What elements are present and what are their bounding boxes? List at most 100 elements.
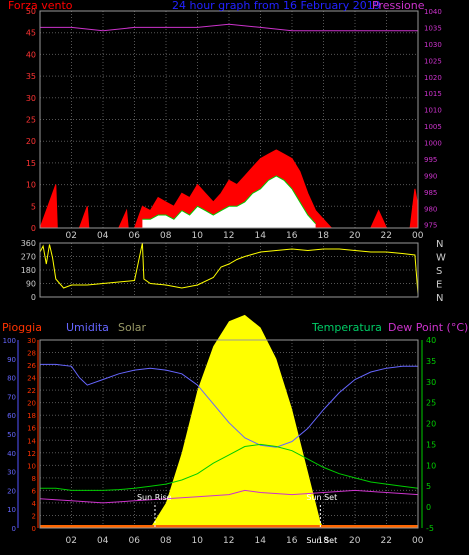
p1-right-tick-label: 990 xyxy=(424,172,437,180)
p3-umidita-tick-label: 4 xyxy=(32,500,37,508)
p1-x-tick-label: 18 xyxy=(318,231,330,241)
p3-x-tick-label: 00 xyxy=(412,536,424,546)
chart-title: 24 hour graph from 16 February 2019 xyxy=(172,0,381,12)
p3-right-tick-label: 20 xyxy=(426,420,436,429)
p3-pioggia-tick-label: 100 xyxy=(3,337,16,345)
p3-right-tick-label: 30 xyxy=(426,378,436,387)
p2-left-tick-label: 180 xyxy=(21,266,36,275)
p3-x-tick-label: 22 xyxy=(381,536,392,546)
p3-x-tick-label: 08 xyxy=(160,536,172,546)
p3-right-tick-label: 15 xyxy=(426,440,436,449)
p1-right-tick-label: 975 xyxy=(424,222,437,230)
p3-x-tick-label: 14 xyxy=(255,536,267,546)
p1-x-tick-label: 06 xyxy=(129,231,141,241)
p3-umidita-tick-label: 30 xyxy=(27,337,36,345)
p3-pioggia-tick-label: 60 xyxy=(7,412,16,420)
p3-pioggia-tick-label: 50 xyxy=(7,431,16,439)
p1-x-tick-label: 10 xyxy=(192,231,204,241)
p3-pioggia-tick-label: 20 xyxy=(7,487,16,495)
p3-pioggia-tick-label: 10 xyxy=(7,506,16,514)
p3-pioggia-tick-label: 90 xyxy=(7,356,16,364)
p3-right-tick-label: 35 xyxy=(426,357,436,366)
p1-x-tick-label: 20 xyxy=(349,231,361,241)
p1-frame xyxy=(39,10,419,229)
p3-x-tick-label: 04 xyxy=(97,536,109,546)
p3-dewpoint-line xyxy=(39,489,419,504)
p1-right-tick-label: 995 xyxy=(424,156,437,164)
p3-umidita-tick-label: 16 xyxy=(27,425,36,433)
p2-compass-label: E xyxy=(436,280,442,291)
p2-left-tick-label: 90 xyxy=(26,280,36,289)
p3-x-tick-label: 20 xyxy=(349,536,361,546)
p3-umidita-tick-label: 2 xyxy=(32,512,36,520)
dewpoint-label: Dew Point (°C) xyxy=(388,321,468,334)
p1-right-tick-label: 1010 xyxy=(424,107,442,115)
p3-umidita-tick-label: 8 xyxy=(32,475,36,483)
wind-pressure-panel: 0510152025303540455097598098599099510001… xyxy=(26,7,442,241)
p1-x-tick-label: 22 xyxy=(381,231,392,241)
p3-x-tick-label: 18 xyxy=(318,536,330,546)
p3-sunrise-label: Sun Rise xyxy=(137,493,172,502)
p1-low-wind-area xyxy=(142,175,316,228)
p3-pioggia-tick-label: 40 xyxy=(7,450,16,458)
p1-x-tick-label: 12 xyxy=(223,231,234,241)
p3-x-tick-label: 02 xyxy=(66,536,77,546)
p1-left-tick-label: 0 xyxy=(31,224,36,233)
p3-umidita-tick-label: 10 xyxy=(27,462,36,470)
p1-right-tick-label: 1005 xyxy=(424,123,442,131)
p3-pioggia-tick-label: 0 xyxy=(12,525,16,533)
p3-umidita-tick-label: 22 xyxy=(27,387,36,395)
p3-umidita-tick-label: 26 xyxy=(27,362,36,370)
p2-compass-label: S xyxy=(436,266,442,277)
chart-header: Forza vento 24 hour graph from 16 Februa… xyxy=(8,0,425,12)
p1-left-tick-label: 5 xyxy=(31,202,36,211)
p3-sunset-axis-label: Sun Set xyxy=(306,536,337,545)
p1-x-tick-label: 00 xyxy=(412,231,424,241)
p2-frame xyxy=(39,242,419,298)
p1-left-tick-label: 20 xyxy=(26,137,36,146)
p3-x-tick-label: 06 xyxy=(129,536,141,546)
p3-frame xyxy=(39,339,419,529)
p3-x-tick-label: 16 xyxy=(286,536,298,546)
temperatura-label: Temperatura xyxy=(311,321,382,334)
p1-left-tick-label: 35 xyxy=(26,72,36,81)
p3-x-tick-label: 10 xyxy=(192,536,204,546)
p3-umidita-tick-label: 12 xyxy=(27,450,36,458)
p1-left-tick-label: 15 xyxy=(26,159,36,168)
p2-left-tick-label: 360 xyxy=(21,239,36,248)
p3-umidita-tick-label: 24 xyxy=(27,375,36,383)
p2-compass-label: N xyxy=(436,293,443,304)
p3-right-tick-label: -5 xyxy=(426,524,434,533)
p1-x-tick-label: 04 xyxy=(97,231,109,241)
p1-left-tick-label: 10 xyxy=(26,181,36,190)
p1-x-tick-label: 14 xyxy=(255,231,267,241)
p1-right-tick-label: 1030 xyxy=(424,41,442,49)
p1-x-tick-label: 02 xyxy=(66,231,77,241)
p1-right-tick-label: 985 xyxy=(424,189,437,197)
p1-left-tick-label: 45 xyxy=(26,29,36,38)
p3-right-tick-label: 0 xyxy=(426,503,431,512)
solar-label: Solar xyxy=(118,321,147,334)
p3-x-tick-label: 12 xyxy=(223,536,234,546)
p1-left-tick-label: 30 xyxy=(26,94,36,103)
p1-left-tick-label: 50 xyxy=(26,7,36,16)
p1-right-tick-label: 1000 xyxy=(424,140,442,148)
p1-wind-line xyxy=(39,149,419,229)
p3-rain-bar xyxy=(40,525,418,528)
p3-umidita-tick-label: 18 xyxy=(27,412,36,420)
pressione-label: Pressione xyxy=(372,0,425,12)
p1-gust-area xyxy=(40,149,418,228)
p3-umidita-tick-label: 14 xyxy=(27,437,36,445)
p1-right-tick-label: 980 xyxy=(424,205,437,213)
p3-right-tick-label: 25 xyxy=(426,399,436,408)
panel3-labels: Pioggia Umidita Solar Temperatura Dew Po… xyxy=(2,321,468,334)
p3-umidita-tick-label: 28 xyxy=(27,350,36,358)
p1-x-tick-label: 08 xyxy=(160,231,172,241)
p3-umidita-tick-label: 0 xyxy=(32,525,36,533)
p1-right-tick-label: 1025 xyxy=(424,57,442,65)
p3-right-tick-label: 5 xyxy=(426,482,431,491)
p2-compass-label: W xyxy=(436,253,446,264)
umidita-label: Umidita xyxy=(66,321,109,334)
